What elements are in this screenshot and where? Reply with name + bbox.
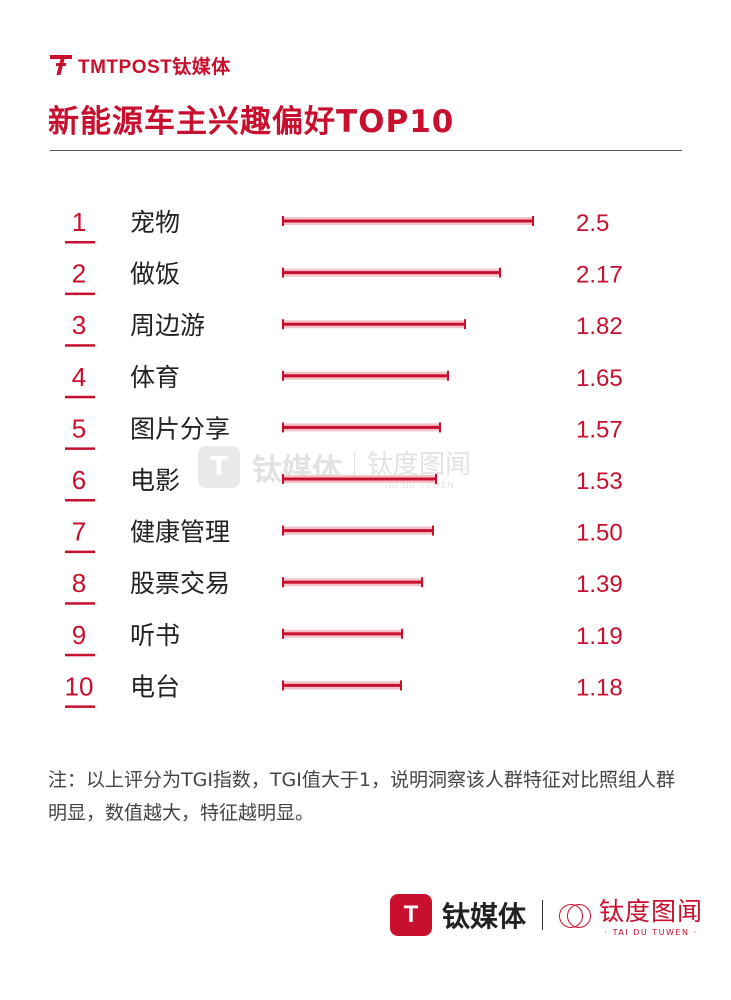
rank-label: 1 [72,207,86,237]
rank-label: 6 [72,465,86,495]
bar [283,632,402,636]
rank-label: 9 [72,620,86,650]
bar-start-cap [282,370,284,381]
category-label: 周边游 [130,311,205,340]
value-label: 1.65 [576,365,623,392]
category-label: 电影 [130,466,180,495]
footnote: 注：以上评分为TGI指数，TGI值大于1，说明洞察该人群特征对比照组人群明显，数… [48,769,675,824]
rank-label: 10 [65,671,94,701]
bar-end-cap [432,525,434,536]
bar [283,425,440,429]
bar-end-cap [499,267,501,278]
category-label: 宠物 [130,208,180,237]
bar-start-cap [282,525,284,536]
rank-label: 8 [72,568,86,598]
rank-underline [65,653,95,657]
footer-logo-icon: T [390,893,432,936]
page-title: 新能源车主兴趣偏好TOP10 [48,104,455,140]
value-label: 1.18 [576,674,623,701]
rank-label: 4 [72,362,86,392]
bar-end-cap [421,577,423,588]
bar-start-cap [282,680,284,691]
bar [283,529,433,533]
rank-underline [65,499,95,502]
bar-start-cap [282,474,284,484]
bar-start-cap [282,422,284,433]
bar [283,683,401,687]
bar [283,374,448,378]
value-label: 2.17 [576,262,623,289]
bar-start-cap [282,216,284,226]
footer-logo-name: 钛媒体 [442,899,527,933]
rank-underline [65,344,95,347]
bar [283,219,533,223]
bar-end-cap [400,680,402,691]
rank-label: 7 [72,517,86,547]
rank-underline [65,395,95,399]
category-label: 健康管理 [130,518,230,547]
category-label: 股票交易 [130,569,230,598]
category-label: 做饭 [130,260,180,289]
rank-underline [65,602,95,605]
watermark-logo-icon: T [198,446,240,488]
value-label: 1.82 [576,313,623,340]
rank-label: 2 [72,259,86,289]
bar-end-cap [401,628,403,639]
title-divider [50,150,682,151]
rank-underline [65,705,95,708]
bar-end-cap [532,216,534,226]
bar [283,271,500,275]
rank-underline [65,447,95,450]
bar [283,580,422,584]
rank-underline [65,241,95,244]
footer-branding: T 钛媒体 钛度图闻 · TAI DU TUWEN · [390,892,703,937]
watermark-sub-en: TAI DU TUWEN [383,481,455,490]
brand-logo: TMTPOST钛媒体 [50,52,231,78]
rank-underline [65,550,95,554]
category-label: 电台 [130,672,180,701]
rank-underline [65,292,95,296]
ranking-chart: 1 宠物 2.5 2 做饭 2.17 3 周边游 1.82 4 体育 1.65 5 图片分享 1.57 6 电影… [65,207,623,708]
footer-sub-brand: 钛度图闻 · TAI DU TUWEN · [599,892,703,937]
footer-sub-cn: 钛度图闻 [599,897,704,926]
bar-end-cap [435,474,437,484]
brand-name: TMTPOST钛媒体 [78,56,231,78]
rank-label: 5 [72,413,86,443]
value-label: 1.57 [576,416,623,443]
bar-end-cap [447,370,449,381]
taidu-circle-icon [559,900,592,930]
value-label: 1.19 [576,623,623,650]
bar-start-cap [282,267,284,278]
tmtpost-icon [50,54,72,76]
category-label: 图片分享 [130,414,230,443]
bar-start-cap [282,628,284,639]
watermark-separator [354,452,355,482]
bar-end-cap [439,422,441,433]
footer-separator [542,899,544,930]
bar-start-cap [282,577,284,588]
footer-sub-en: · TAI DU TUWEN · [604,928,698,937]
category-label: 体育 [130,363,180,392]
bar [283,477,436,481]
category-label: 听书 [130,621,180,650]
value-label: 1.39 [576,571,623,598]
value-label: 1.50 [576,520,623,547]
value-label: 2.5 [576,210,609,237]
rank-label: 3 [72,310,86,340]
bar [283,322,465,326]
value-label: 1.53 [576,468,623,495]
bar-end-cap [464,319,466,330]
bar-start-cap [282,319,284,330]
